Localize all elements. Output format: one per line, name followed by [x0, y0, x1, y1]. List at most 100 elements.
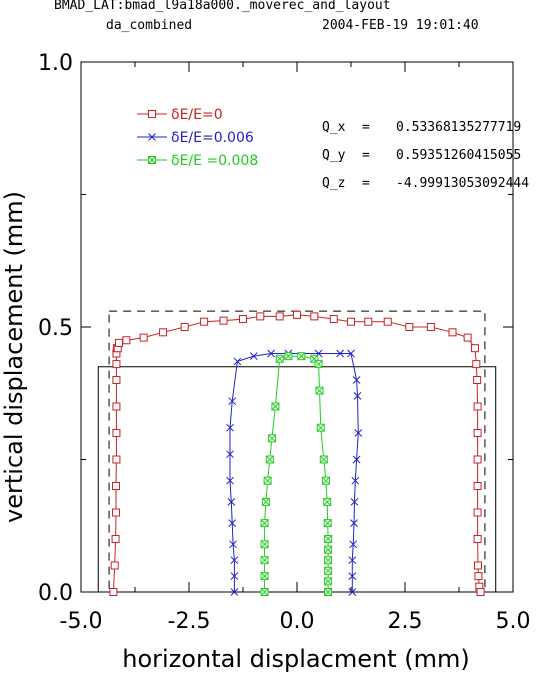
series-2	[260, 352, 333, 596]
data-point-0	[383, 317, 392, 326]
data-point-1	[353, 392, 362, 400]
data-point-1	[230, 588, 239, 596]
legend-marker-1	[148, 133, 156, 141]
annotation-value: 0.53368135277719	[396, 120, 521, 135]
annotation-equals: =	[362, 148, 370, 163]
data-point-0	[470, 344, 479, 353]
data-point-1	[354, 429, 363, 437]
data-point-1	[227, 498, 236, 506]
chart-legend: δE/E=0 δE/E=0.006 δE/E =0.008	[137, 107, 258, 169]
data-point-1	[249, 352, 258, 361]
data-point-0	[239, 315, 247, 324]
data-point-2-cross	[271, 402, 280, 411]
data-point-1	[229, 540, 237, 549]
data-point-2-cross	[275, 354, 284, 363]
data-point-0	[112, 376, 121, 384]
annotation-label: Q_z	[322, 176, 345, 191]
data-point-2-cross	[316, 423, 325, 432]
data-point-2-cross	[260, 556, 269, 565]
chart-header-timestamp: 2004-FEB-19 19:01:40	[322, 18, 479, 33]
data-point-0	[476, 588, 485, 596]
data-point-1	[351, 476, 360, 485]
plot-frame	[80, 61, 514, 593]
legend-marker-0	[148, 110, 156, 118]
data-point-2-cross	[263, 476, 272, 485]
y-tick-label: 0.0	[38, 581, 73, 606]
data-point-1	[348, 572, 357, 580]
series-line-1	[229, 353, 359, 592]
data-point-2-cross	[265, 455, 274, 464]
data-point-0	[111, 508, 120, 517]
data-point-2-cross	[260, 540, 269, 549]
data-point-1	[226, 423, 234, 432]
data-point-0	[122, 336, 131, 345]
annotation-value: -4.99913053092444	[396, 176, 529, 191]
data-point-2-cross	[262, 498, 270, 506]
tune-annotations: Q_x = 0.53368135277719 Q_y = 0.59351260415055…	[322, 120, 529, 191]
data-point-1	[352, 376, 361, 384]
data-point-2-cross	[284, 352, 293, 361]
data-point-0	[180, 323, 189, 331]
data-point-2-cross	[324, 566, 332, 575]
data-point-2-cross	[315, 386, 324, 395]
chart-header-subtitle: da_combined	[106, 18, 193, 33]
data-point-0	[474, 572, 483, 581]
data-point-2-cross	[314, 360, 323, 368]
data-point-2-cross	[268, 434, 276, 443]
annotation-label: Q_y	[322, 148, 346, 163]
data-point-0	[472, 360, 481, 369]
x-tick-label: 2.5	[388, 609, 423, 634]
annotation-equals: =	[362, 120, 370, 135]
annotation-value: 0.59351260415055	[396, 148, 521, 163]
legend-marker-2-cross	[148, 156, 156, 164]
data-point-2-cross	[322, 476, 330, 485]
data-point-1	[352, 455, 361, 464]
data-point-0	[473, 455, 482, 464]
data-point-0	[112, 455, 121, 464]
axis-ticks: -5.0 -2.5 0.0 2.5 5.0 0.0 0.5 1.0	[38, 51, 531, 634]
data-point-2-cross	[297, 352, 306, 361]
data-point-1	[226, 476, 234, 485]
data-point-1	[233, 357, 242, 366]
data-point-2-cross	[319, 455, 328, 464]
annotation-equals: =	[362, 176, 370, 191]
y-tick-label: 0.5	[38, 316, 73, 341]
data-point-1	[350, 498, 359, 506]
data-point-1	[228, 397, 237, 406]
data-point-0	[426, 323, 435, 331]
data-point-0	[347, 317, 355, 326]
data-point-1	[230, 572, 239, 580]
data-point-2-cross	[324, 535, 332, 543]
data-point-2-cross	[323, 519, 332, 527]
data-point-0	[405, 323, 414, 331]
data-point-2-cross	[260, 588, 269, 596]
x-tick-label: -5.0	[60, 609, 103, 634]
data-point-0	[111, 535, 120, 543]
data-point-0	[139, 333, 148, 342]
aperture-box-solid	[97, 366, 497, 593]
data-point-0	[112, 429, 121, 437]
x-tick-label: 5.0	[496, 609, 531, 634]
data-point-0	[473, 535, 482, 543]
data-point-1	[347, 349, 355, 358]
data-point-2-cross	[260, 572, 269, 580]
data-point-0	[219, 316, 228, 325]
y-axis-title: vertical displacement (mm)	[0, 191, 28, 523]
series-1	[226, 349, 363, 596]
data-point-0	[112, 402, 121, 411]
x-tick-label: 0.0	[280, 609, 315, 634]
data-point-0	[448, 328, 457, 337]
data-point-1	[348, 588, 357, 596]
data-point-0	[473, 429, 482, 437]
legend-label-1: δE/E=0.006	[171, 130, 254, 146]
data-point-1	[348, 556, 357, 565]
data-point-0	[364, 317, 373, 326]
data-point-1	[267, 349, 275, 358]
data-point-0	[110, 561, 119, 570]
data-point-0	[159, 328, 168, 337]
series-0	[109, 310, 485, 596]
data-point-2-cross	[324, 545, 332, 554]
y-tick-label: 1.0	[38, 51, 73, 76]
data-point-0	[275, 312, 284, 321]
